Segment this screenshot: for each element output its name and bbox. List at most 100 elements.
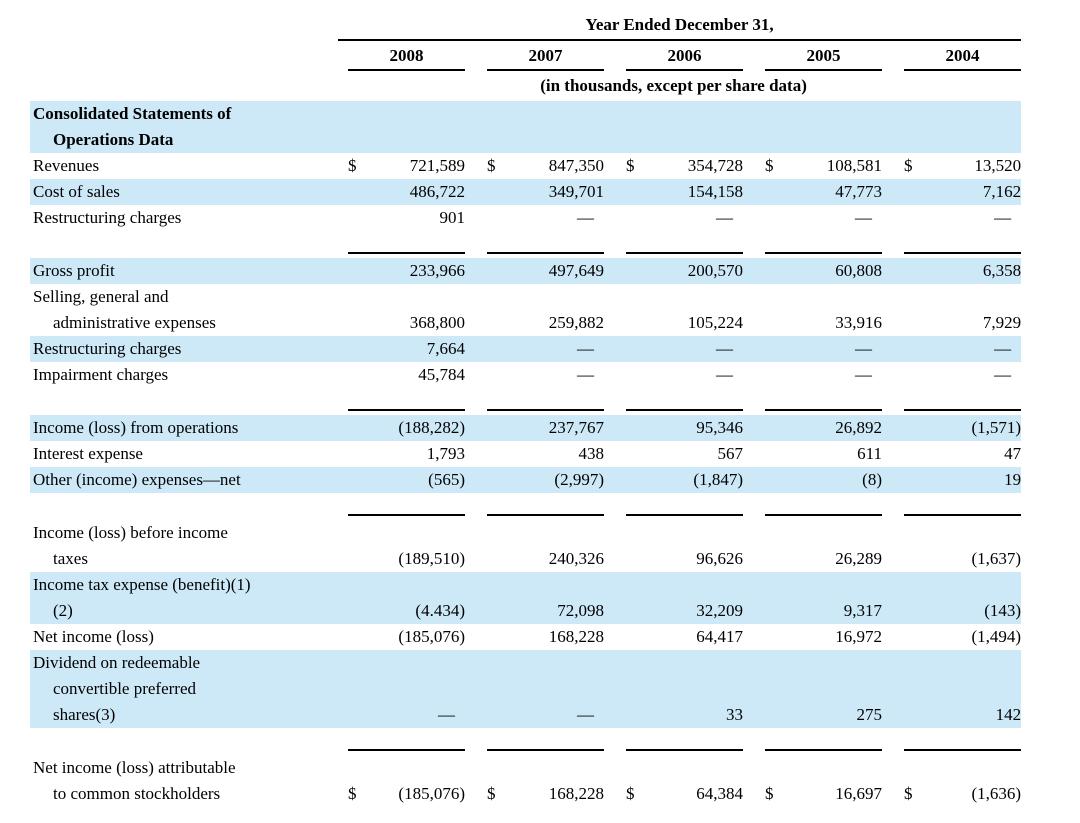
value-cell: 32,209: [644, 572, 743, 624]
value-cell: 26,892: [783, 415, 882, 441]
dollar-sign-cell: [326, 258, 366, 284]
dollar-sign-cell: [465, 336, 505, 362]
row-label: Impairment charges: [33, 365, 169, 384]
value-cell: (2,997): [505, 467, 604, 493]
dollar-sign-cell: [743, 415, 783, 441]
rule-cell: [465, 388, 604, 415]
dollar-sign-cell: [604, 205, 644, 231]
value-cell: 349,701: [505, 179, 604, 205]
dollar-sign-cell: [743, 650, 783, 728]
row-label: Net income (loss): [33, 627, 154, 646]
table-row: Restructuring charges 7,664 — — — —: [30, 336, 1022, 362]
year-column-header-2004: 2004: [882, 41, 1022, 71]
dollar-sign-cell: [465, 467, 505, 493]
value-cell: (8): [783, 467, 882, 493]
total-rule-line: [765, 749, 882, 751]
dollar-sign-cell: [743, 467, 783, 493]
dollar-sign-cell: [326, 205, 366, 231]
dollar-sign-cell: [882, 336, 922, 362]
dollar-sign-cell: [743, 520, 783, 572]
dollar-sign-cell: [465, 179, 505, 205]
row-label: Gross profit: [30, 258, 326, 284]
dollar-sign-cell: [743, 362, 783, 388]
row-label: Selling, general and administrative expen…: [33, 287, 216, 332]
table-row: Selling, general and administrative expen…: [30, 284, 1021, 336]
value-cell: 6,358: [922, 258, 1022, 284]
header-spacer: [30, 8, 326, 41]
dollar-sign-cell: $: [348, 784, 357, 803]
header-spacer: [30, 71, 326, 101]
dollar-sign-cell: [465, 205, 505, 231]
value-cell: 64,417: [696, 627, 743, 646]
table-row: Income (loss) from operations (188,282) 23…: [30, 415, 1022, 441]
value-cell: 275: [783, 650, 882, 728]
value-cell: 354,728: [687, 156, 743, 175]
dollar-sign-cell: [743, 179, 783, 205]
rule-cell: [465, 493, 604, 520]
value-cell: 1,793: [426, 444, 465, 463]
dollar-sign-cell: [882, 650, 922, 728]
dollar-sign-cell: [743, 258, 783, 284]
dollar-sign-cell: [326, 284, 366, 336]
row-label: Net income (loss) attributable to common …: [33, 758, 236, 803]
value-cell: 7,162: [922, 179, 1022, 205]
dollar-sign-cell: [604, 624, 644, 650]
rule-cell: [326, 728, 465, 755]
value-cell: 7,664: [366, 336, 465, 362]
total-rule-line: [487, 514, 604, 516]
dollar-sign-cell: $: [904, 784, 913, 803]
value-cell: 486,722: [366, 179, 465, 205]
value-cell: 45,784: [418, 365, 465, 384]
value-cell: —: [577, 208, 594, 227]
total-rule-row: [30, 388, 1022, 415]
value-cell: (565): [366, 467, 465, 493]
dollar-sign-cell: [326, 520, 366, 572]
section-title: Consolidated Statements of Operations Dat…: [30, 101, 1022, 153]
table-title-cell: Year Ended December 31,: [326, 8, 1022, 41]
table-body: Consolidated Statements of Operations Dat…: [30, 101, 1022, 807]
total-rule-line: [626, 749, 743, 751]
dollar-sign-cell: [882, 441, 922, 467]
value-cell: —: [716, 365, 733, 384]
value-cell: —: [855, 365, 872, 384]
table-row: Interest expense 1,793 438 567 611 47: [30, 441, 1021, 467]
total-rule-line: [348, 749, 465, 751]
dollar-sign-cell: [465, 650, 505, 728]
rule-cell: [326, 388, 465, 415]
total-rule-line: [904, 514, 1022, 516]
table-row: Net income (loss) attributable to common …: [30, 755, 1021, 807]
total-rule-line: [487, 252, 604, 254]
table-row: Income (loss) before income taxes (189,510…: [30, 520, 1021, 572]
value-cell: 108,581: [826, 156, 882, 175]
value-cell: (185,076): [398, 627, 465, 646]
value-cell: (188,282): [366, 415, 465, 441]
value-cell: 259,882: [548, 313, 604, 332]
dollar-sign-cell: [604, 336, 644, 362]
value-cell: 19: [922, 467, 1022, 493]
value-cell: 13,520: [974, 156, 1022, 175]
row-label: Income (loss) before income taxes: [33, 523, 228, 568]
table-row: Impairment charges 45,784 — — — —: [30, 362, 1021, 388]
value-cell: 47,773: [783, 179, 882, 205]
value-cell: —: [783, 336, 882, 362]
units-note: (in thousands, except per share data): [540, 76, 807, 95]
total-rule-line: [765, 252, 882, 254]
value-cell: 721,589: [409, 156, 465, 175]
table-row: Restructuring charges 901 — — — —: [30, 205, 1021, 231]
row-label: Restructuring charges: [30, 336, 326, 362]
dollar-sign-cell: [743, 205, 783, 231]
value-cell: —: [994, 208, 1012, 227]
header-spacer: [30, 41, 326, 71]
row-label: Income (loss) from operations: [30, 415, 326, 441]
dollar-sign-cell: $: [904, 156, 913, 175]
table-row: Net income (loss) (185,076) 168,228 64,417 1…: [30, 624, 1021, 650]
value-cell: 142: [922, 650, 1022, 728]
value-cell: 847,350: [548, 156, 604, 175]
total-rule-line: [487, 409, 604, 411]
dollar-sign-cell: [465, 284, 505, 336]
dollar-sign-cell: [604, 650, 644, 728]
operations-data-table: Year Ended December 31, 2008 2007 2006 2…: [30, 8, 1022, 807]
dollar-sign-cell: [604, 179, 644, 205]
rule-cell: [604, 728, 743, 755]
dollar-sign-cell: [882, 205, 922, 231]
